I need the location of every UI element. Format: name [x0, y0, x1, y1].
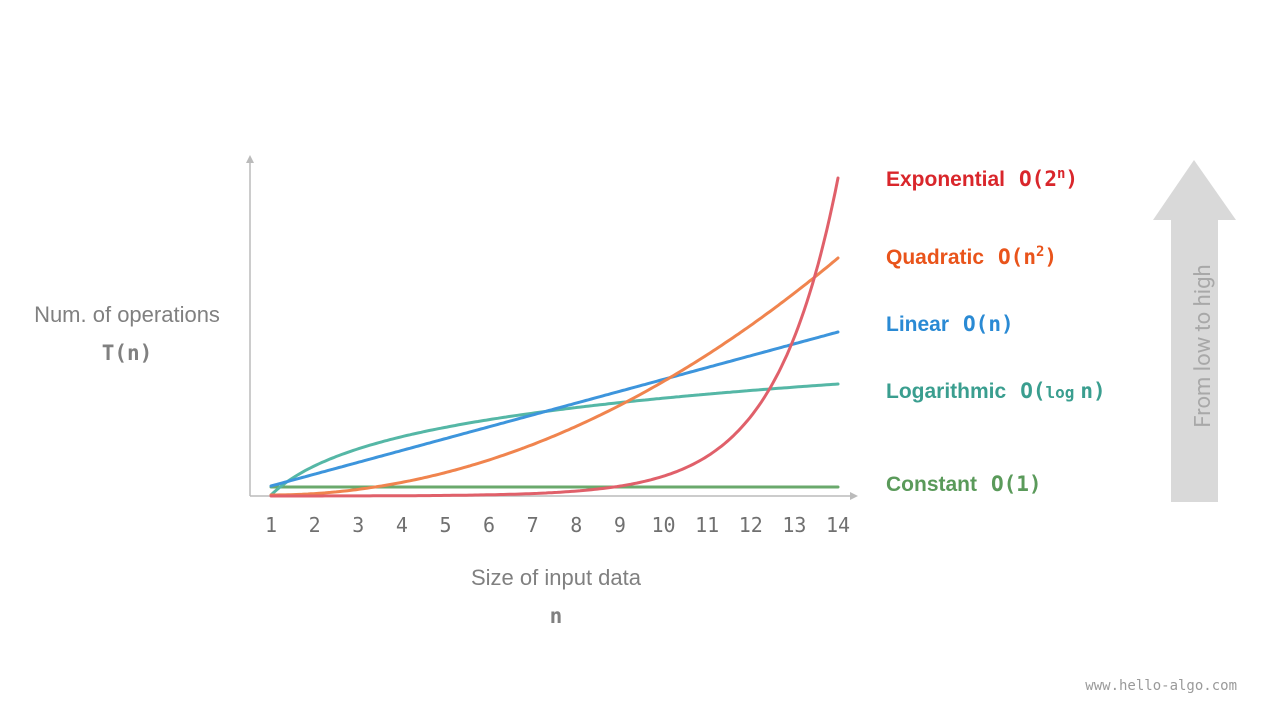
formula: ) [1044, 245, 1057, 269]
x-tick-label: 11 [695, 513, 719, 537]
linear-label: Linear O(n) [886, 312, 1014, 336]
arrow-text: From low to high [1191, 264, 1216, 427]
label-name: Exponential [886, 168, 1005, 191]
watermark: www.hello-algo.com [1085, 678, 1237, 694]
x-tick-label: 6 [483, 513, 495, 537]
order-arrow [1153, 160, 1236, 502]
logarithmic-label: Logarithmic O(log n) [886, 379, 1106, 403]
x-axis-arrow [850, 492, 858, 500]
formula-sup: 2 [1036, 244, 1044, 260]
formula: O( [1020, 379, 1045, 403]
y-axis-label: Num. of operations [34, 302, 220, 327]
x-axis-label: Size of input data [471, 565, 642, 590]
y-axis-arrow [246, 155, 254, 163]
x-tick-label: 2 [309, 513, 321, 537]
formula: O(1) [991, 472, 1042, 496]
label-name: Quadratic [886, 246, 984, 269]
formula: O(n [998, 245, 1036, 269]
x-tick-label: 3 [352, 513, 364, 537]
formula: ) [1065, 167, 1078, 191]
linear-curve [269, 330, 840, 488]
formula: n) [1080, 379, 1105, 403]
exponential-label: Exponential O(2n) [886, 166, 1078, 191]
formula-small: log [1045, 383, 1074, 402]
exponential-curve [269, 176, 840, 498]
x-tick-label: 12 [739, 513, 763, 537]
quadratic-label: Quadratic O(n2) [886, 244, 1057, 269]
x-tick-label: 8 [570, 513, 582, 537]
formula: O(n) [963, 312, 1014, 336]
x-tick-label: 10 [651, 513, 675, 537]
formula: O(2 [1019, 167, 1057, 191]
quadratic-curve [269, 256, 840, 497]
formula-sup: n [1057, 166, 1065, 182]
label-name: Constant [886, 473, 977, 496]
x-tick-label: 7 [527, 513, 539, 537]
x-ticks: 1 2 3 4 5 6 7 8 9 10 11 12 13 14 [265, 513, 850, 537]
x-axis-symbol: n [550, 604, 563, 628]
constant-label: Constant O(1) [886, 472, 1042, 496]
label-name: Logarithmic [886, 380, 1006, 403]
x-tick-label: 5 [439, 513, 451, 537]
x-tick-label: 9 [614, 513, 626, 537]
x-tick-label: 13 [782, 513, 806, 537]
curves [269, 176, 840, 498]
label-name: Linear [886, 313, 949, 336]
y-axis-symbol: T(n) [102, 341, 153, 365]
x-tick-label: 14 [826, 513, 850, 537]
x-tick-label: 4 [396, 513, 408, 537]
x-tick-label: 1 [265, 513, 277, 537]
